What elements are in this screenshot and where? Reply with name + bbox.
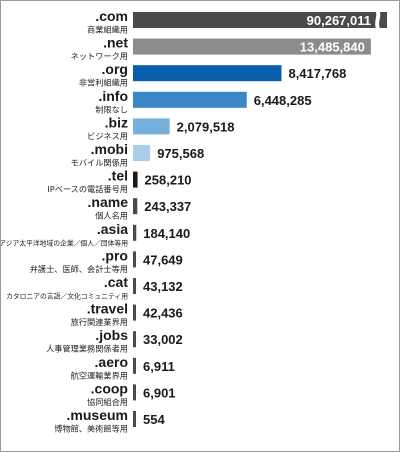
tld-label: .pro: [102, 247, 128, 263]
bar-com: [133, 12, 387, 28]
bar-jobs: [133, 331, 136, 348]
tld-description: カタロニアの言語／文化コミュニティ用: [6, 292, 128, 301]
tld-label: .coop: [91, 380, 128, 396]
value-label: 6,901: [143, 385, 176, 400]
tld-label: .tel: [108, 168, 128, 184]
bar-travel: [133, 304, 136, 321]
tld-description: 商業組織用: [87, 25, 128, 35]
value-label: 33,002: [143, 332, 183, 347]
bar-info: [133, 91, 247, 108]
bar-museum: [133, 411, 136, 427]
value-label: 42,436: [143, 306, 183, 321]
value-label: 2,079,518: [177, 119, 235, 134]
bar-aero: [133, 357, 136, 374]
tld-label: .asia: [97, 221, 128, 237]
bar-org: [133, 65, 282, 82]
tld-description: IPベースの電話番号用: [47, 184, 128, 194]
value-label: 258,210: [145, 173, 192, 188]
bar-biz: [133, 118, 170, 135]
tld-label: .jobs: [95, 327, 128, 343]
bar-coop: [133, 384, 136, 401]
tld-description: 非営利組織用: [79, 78, 128, 88]
bar-asia: [133, 224, 137, 241]
tld-label: .name: [88, 194, 129, 210]
bar-cat: [133, 278, 136, 294]
value-label: 90,267,011: [307, 13, 371, 28]
tld-label: .com: [95, 8, 128, 24]
tld-label: .mobi: [91, 141, 128, 157]
value-label: 184,140: [143, 226, 190, 241]
bar-mobi: [133, 145, 151, 161]
tld-label: .org: [102, 61, 128, 77]
tld-label: .info: [98, 88, 128, 104]
tld-description: ネットワーク用: [71, 51, 128, 61]
tld-description: 博物館、美術館等用: [54, 424, 128, 434]
tld-label: .biz: [105, 114, 128, 130]
tld-description: 弁護士、医師、会計士等用: [30, 264, 128, 274]
tld-description: ビジネス用: [87, 131, 128, 141]
bar-net: [133, 38, 371, 55]
tld-label: .cat: [104, 274, 128, 290]
value-label: 43,132: [143, 279, 183, 294]
tld-description: 個人名用: [95, 211, 128, 221]
tld-label: .travel: [87, 301, 128, 317]
value-label: 13,485,840: [300, 40, 365, 55]
tld-description: 制限なし: [95, 104, 128, 114]
value-label: 8,417,768: [288, 66, 346, 81]
value-label: 6,448,285: [254, 93, 312, 108]
tld-label: .net: [103, 35, 128, 51]
tld-description: モバイル関係用: [71, 158, 128, 168]
value-label: 6,911: [143, 359, 175, 374]
tld-label: .aero: [95, 354, 128, 370]
tld-description: 旅行関連業界用: [71, 317, 128, 327]
tld-description: 人事管理業務関係者用: [46, 344, 128, 354]
value-label: 243,337: [144, 199, 191, 214]
value-label: 554: [143, 412, 165, 427]
bar-tel: [133, 171, 138, 188]
tld-label: .museum: [67, 407, 128, 423]
tld-description: アジア太平洋地域の企業／個人／団体等用: [1, 238, 128, 247]
bar-name: [133, 198, 138, 215]
tld-description: 協同組合用: [87, 397, 128, 407]
value-label: 47,649: [143, 252, 183, 267]
bar-pro: [133, 251, 136, 268]
axis-break-marker: [375, 10, 381, 30]
tld-description: 航空運輸業界用: [71, 370, 128, 380]
value-label: 975,568: [157, 146, 204, 161]
